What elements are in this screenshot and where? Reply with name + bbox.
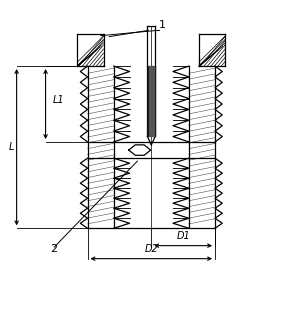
Text: 2: 2	[50, 244, 57, 254]
Text: L1: L1	[53, 95, 64, 105]
Text: L: L	[9, 142, 14, 152]
Text: D2: D2	[144, 244, 158, 254]
Text: 1: 1	[159, 20, 166, 30]
Bar	[148, 66, 155, 136]
Text: D1: D1	[176, 231, 190, 241]
